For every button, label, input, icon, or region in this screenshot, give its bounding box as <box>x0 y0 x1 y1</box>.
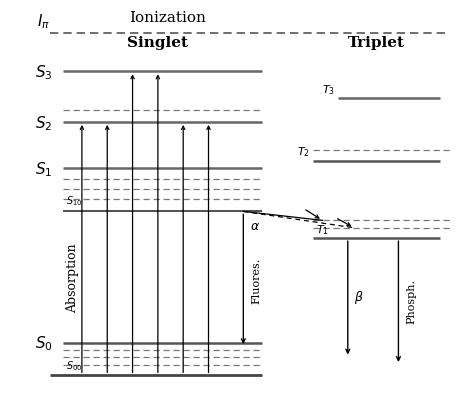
Text: $\alpha$: $\alpha$ <box>250 220 260 233</box>
Text: $T_1$: $T_1$ <box>316 223 329 237</box>
Text: Ionization: Ionization <box>129 11 206 25</box>
Text: Fluores.: Fluores. <box>251 257 261 304</box>
Text: Absorption: Absorption <box>66 244 79 313</box>
Text: Singlet: Singlet <box>128 35 188 50</box>
Text: $S_{10}$: $S_{10}$ <box>66 195 82 208</box>
Text: $S_0$: $S_0$ <box>35 335 53 353</box>
Text: $T_3$: $T_3$ <box>322 83 335 97</box>
Text: $S_{00}$: $S_{00}$ <box>66 359 82 373</box>
Text: $I_\pi$: $I_\pi$ <box>37 13 50 31</box>
Text: $S_2$: $S_2$ <box>35 114 53 133</box>
Text: Triplet: Triplet <box>348 35 405 50</box>
Text: $T_2$: $T_2$ <box>297 145 310 159</box>
Text: Phosph.: Phosph. <box>406 279 416 324</box>
Text: $S_1$: $S_1$ <box>35 160 53 179</box>
Text: $\beta$: $\beta$ <box>354 289 364 306</box>
Text: $S_3$: $S_3$ <box>35 63 53 82</box>
